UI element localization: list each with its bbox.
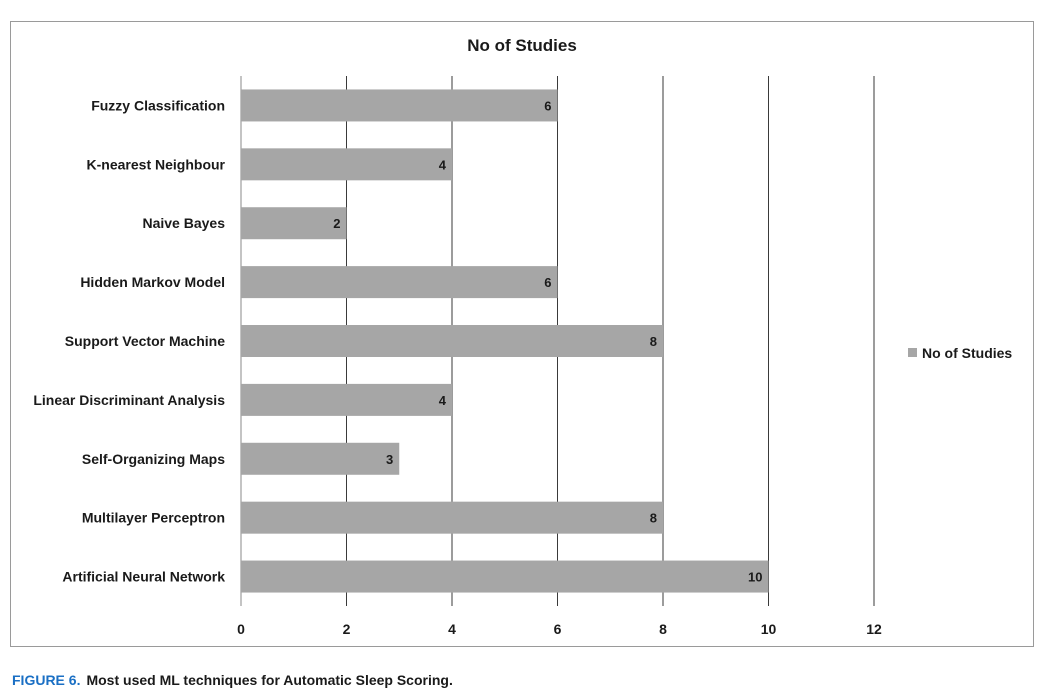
category-label: Naive Bayes bbox=[142, 215, 225, 231]
category-label: Hidden Markov Model bbox=[80, 274, 225, 290]
bar bbox=[241, 501, 663, 534]
data-label: 4 bbox=[439, 157, 447, 172]
x-tick-label: 4 bbox=[448, 621, 456, 637]
data-label: 8 bbox=[650, 511, 657, 526]
data-label: 8 bbox=[650, 334, 657, 349]
bar-chart: No of Studies 0 2 4 6 8 10 12 Fuzzy Classificati… bbox=[33, 36, 1012, 637]
bar bbox=[241, 325, 663, 357]
data-label: 2 bbox=[333, 216, 340, 231]
data-label: 10 bbox=[748, 570, 762, 585]
bar bbox=[241, 383, 452, 416]
data-label: 6 bbox=[544, 98, 551, 113]
data-label: 6 bbox=[544, 275, 551, 290]
x-tick-label: 8 bbox=[659, 621, 667, 637]
legend-swatch bbox=[908, 348, 917, 357]
bar bbox=[241, 148, 452, 181]
category-label: K-nearest Neighbour bbox=[87, 156, 226, 172]
category-label: Self-Organizing Maps bbox=[82, 451, 225, 467]
x-tick-label: 10 bbox=[761, 621, 777, 637]
x-tick-label: 0 bbox=[237, 621, 245, 637]
bar bbox=[241, 89, 558, 122]
category-label: Artificial Neural Network bbox=[62, 569, 225, 585]
data-label: 4 bbox=[439, 393, 447, 408]
bar bbox=[241, 560, 769, 593]
category-label: Linear Discriminant Analysis bbox=[33, 392, 225, 408]
legend-label: No of Studies bbox=[922, 345, 1012, 361]
figure-caption-text: Most used ML techniques for Automatic Sl… bbox=[86, 672, 453, 688]
x-tick-label: 2 bbox=[343, 621, 351, 637]
bar bbox=[241, 442, 400, 475]
data-label: 3 bbox=[386, 452, 393, 467]
x-tick-label: 12 bbox=[866, 621, 882, 637]
figure-label: FIGURE 6. bbox=[12, 672, 81, 688]
bar bbox=[241, 266, 558, 299]
category-label: Fuzzy Classification bbox=[91, 97, 225, 113]
bar bbox=[241, 207, 347, 240]
chart-title: No of Studies bbox=[467, 36, 577, 55]
x-tick-label: 6 bbox=[554, 621, 562, 637]
figure-caption: FIGURE 6. Most used ML techniques for Aut… bbox=[12, 672, 453, 688]
category-label: Multilayer Perceptron bbox=[82, 510, 225, 526]
category-label: Support Vector Machine bbox=[65, 333, 225, 349]
